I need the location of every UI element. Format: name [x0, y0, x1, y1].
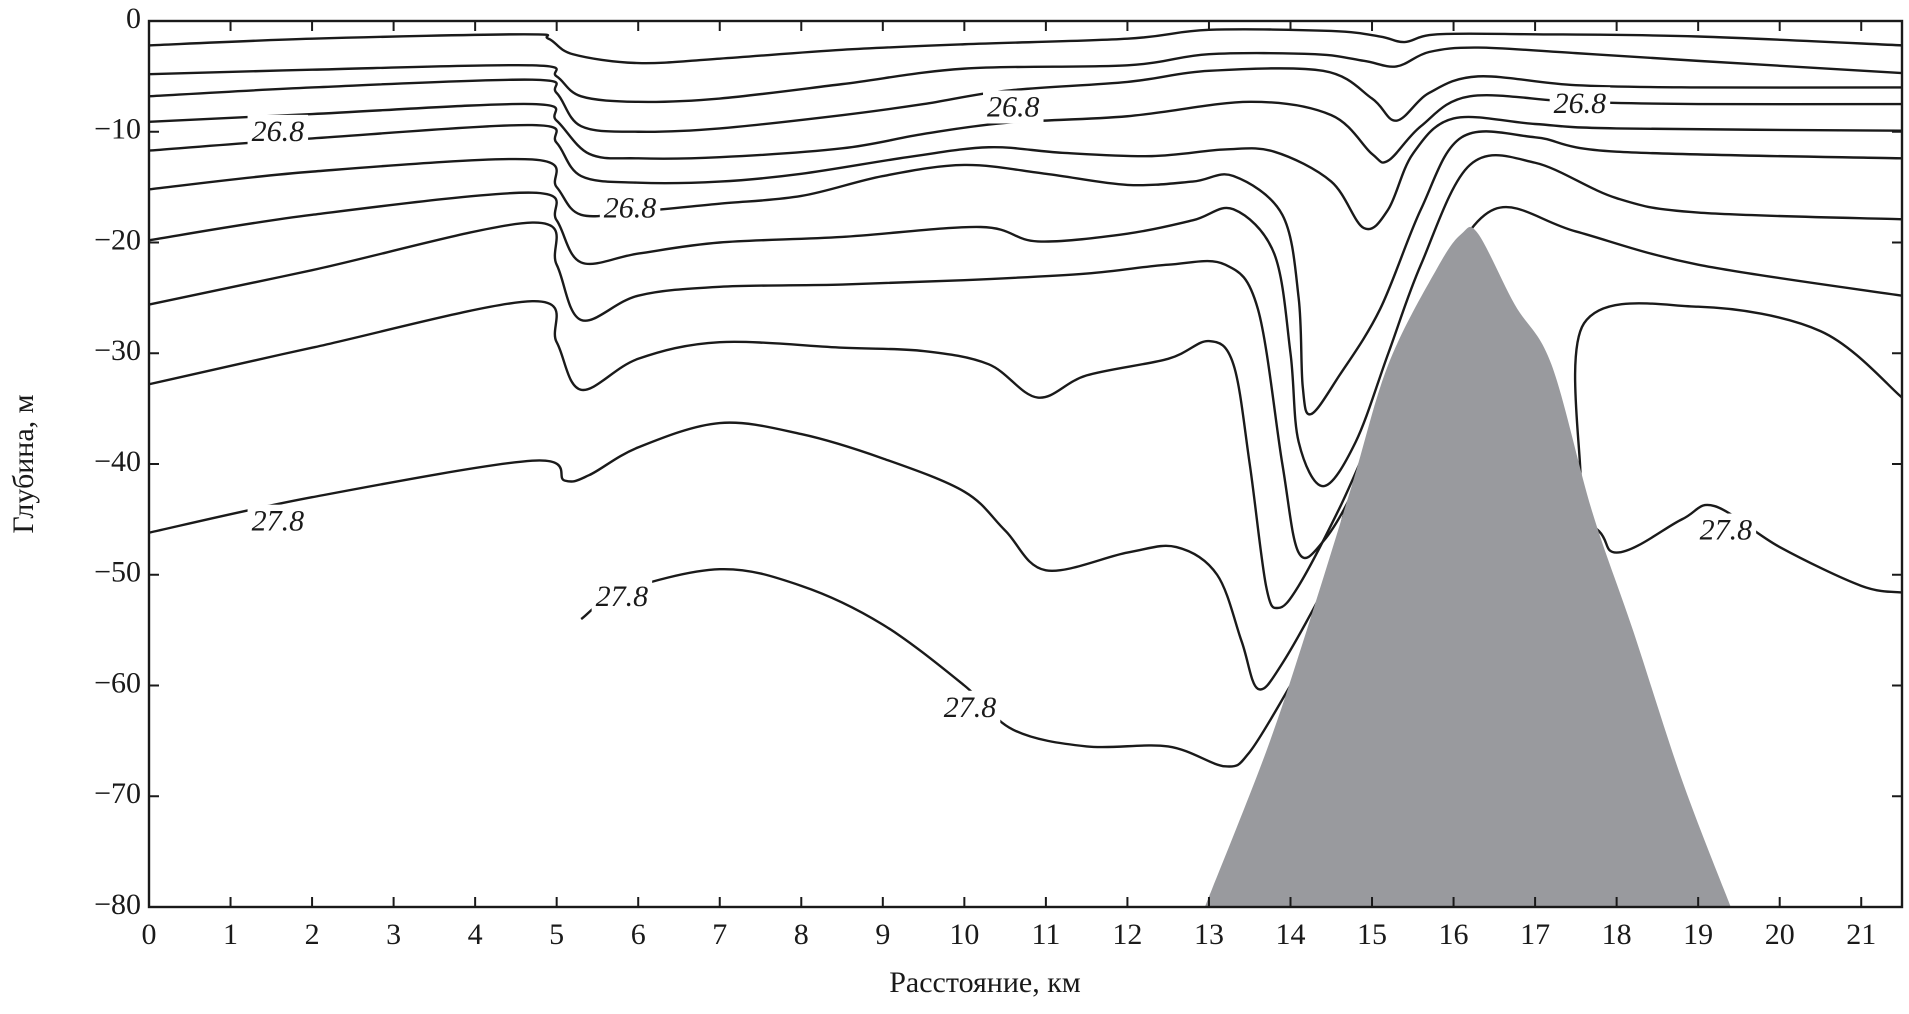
x-axis-label: Расстояние, км: [889, 966, 1081, 999]
y-tick-label: −10: [94, 113, 141, 146]
contour-label: 27.8: [252, 505, 305, 538]
seamount: [1204, 226, 1731, 907]
y-tick-label: −30: [94, 334, 141, 367]
contour-line: [148, 46, 1903, 104]
contour-label: 26.8: [252, 115, 305, 148]
x-tick-label: 21: [1846, 918, 1876, 951]
label-background: [599, 191, 661, 225]
x-tick-label: 16: [1439, 918, 1469, 951]
contour-label: 26.8: [604, 191, 657, 224]
x-tick-label: 14: [1275, 918, 1305, 951]
label-background: [247, 114, 309, 148]
y-tick-label: −60: [94, 666, 141, 699]
y-axis-label: Глубина, м: [7, 394, 40, 533]
y-tick-label: −50: [94, 556, 141, 589]
contour-line: [580, 568, 1292, 768]
x-tick-label: 0: [142, 918, 157, 951]
x-tick-label: 4: [468, 918, 483, 951]
label-background: [591, 580, 653, 614]
x-tick-label: 2: [305, 918, 320, 951]
contour-line: [148, 67, 1903, 134]
y-tick-label: −70: [94, 777, 141, 810]
x-tick-label: 8: [794, 918, 809, 951]
contour-line: [148, 154, 1903, 488]
label-background: [983, 90, 1044, 124]
contour-label: 27.8: [944, 691, 997, 724]
contour-line: [148, 130, 1903, 416]
contour-label: 27.8: [1700, 514, 1753, 547]
contour-line: [148, 299, 1903, 610]
contour-line: [148, 421, 1903, 691]
contour-label: 26.8: [987, 90, 1040, 123]
contour-lines: [148, 28, 1903, 768]
x-tick-label: 20: [1765, 918, 1795, 951]
contour-line: [148, 205, 1903, 560]
x-tick-label: 3: [386, 918, 401, 951]
label-background: [247, 504, 309, 538]
x-tick-label: 9: [875, 918, 890, 951]
contour-line: [148, 28, 1903, 65]
x-tick-label: 5: [549, 918, 564, 951]
y-tick-label: 0: [126, 2, 141, 35]
x-tick-label: 13: [1194, 918, 1224, 951]
contour-line: [148, 115, 1903, 231]
x-tick-label: 1: [223, 918, 238, 951]
x-tick-label: 10: [949, 918, 979, 951]
x-tick-label: 19: [1683, 918, 1713, 951]
x-tick-label: 15: [1357, 918, 1387, 951]
x-tick-label: 17: [1520, 918, 1550, 951]
x-tick-label: 12: [1112, 918, 1142, 951]
y-tick-label: −20: [94, 223, 141, 256]
label-background: [939, 690, 1001, 724]
x-tick-label: 11: [1031, 918, 1060, 951]
x-tick-label: 18: [1602, 918, 1632, 951]
x-tick-label: 6: [631, 918, 646, 951]
contour-line: [148, 94, 1903, 164]
label-background: [1549, 87, 1611, 121]
contour-label: 26.8: [1554, 87, 1607, 120]
y-tick-label: −40: [94, 445, 141, 478]
y-tick-label: −80: [94, 888, 141, 921]
contour-label: 27.8: [596, 580, 649, 613]
label-background: [1695, 513, 1757, 547]
x-tick-label: 7: [712, 918, 727, 951]
